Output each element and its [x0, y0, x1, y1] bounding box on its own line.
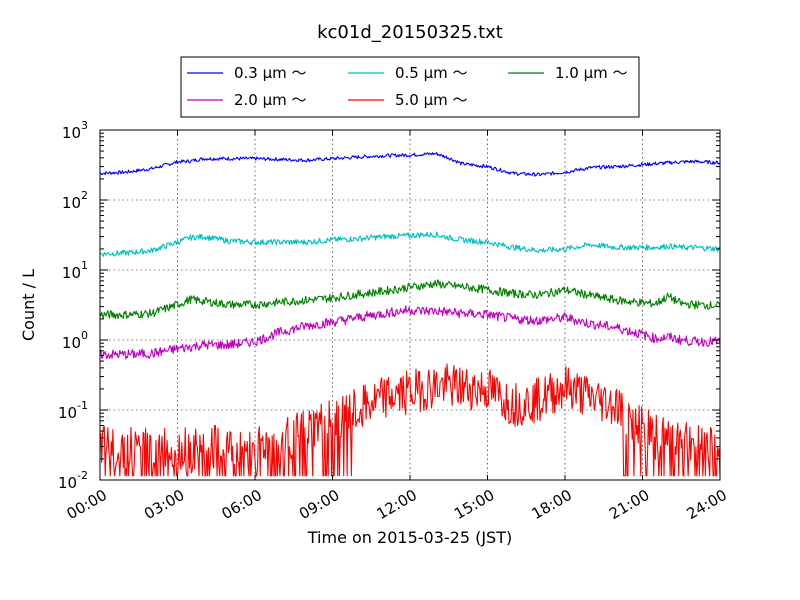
y-tick-label: 101 — [62, 259, 88, 282]
y-axis-label: Count / L — [19, 269, 38, 341]
tick-layer: 00:00 03:00 06:00 09:00 12:00 15:00 18:00 21:00… — [58, 119, 730, 523]
plot-frame — [99, 129, 721, 481]
series-line — [99, 152, 721, 177]
x-tick-label: 18:00 — [529, 486, 575, 523]
legend-box — [180, 56, 640, 118]
legend-label: 0.5 μm ～ — [395, 64, 468, 82]
series-line — [99, 305, 721, 360]
series-layer — [99, 152, 721, 477]
legend: 0.3 μm ～ 0.5 μm ～ 1.0 μm ～ 2.0 μm ～ 5.0 μm ～ — [180, 56, 640, 118]
legend-label: 1.0 μm ～ — [555, 64, 628, 82]
y-tick-label: 10-1 — [58, 399, 88, 422]
series-line — [99, 231, 721, 257]
x-tick-label: 21:00 — [606, 486, 652, 523]
legend-label: 0.3 μm ～ — [234, 64, 307, 82]
x-axis-label: Time on 2015-03-25 (JST) — [307, 528, 512, 547]
chart-title: kc01d_20150325.txt — [317, 22, 503, 43]
x-tick-label: 15:00 — [451, 486, 497, 523]
x-tick-label: 24:00 — [684, 486, 730, 523]
y-tick-label: 102 — [62, 189, 88, 212]
y-tick-label: 10-2 — [58, 469, 88, 492]
legend-label: 2.0 μm ～ — [234, 91, 307, 109]
series-line — [99, 363, 721, 477]
series-line — [99, 279, 721, 320]
y-tick-label: 103 — [62, 119, 88, 142]
x-tick-label: 03:00 — [141, 486, 187, 523]
legend-label: 5.0 μm ～ — [395, 91, 468, 109]
x-tick-label: 06:00 — [219, 486, 265, 523]
y-tick-label: 100 — [62, 329, 88, 352]
x-tick-label: 09:00 — [296, 486, 342, 523]
grid-layer — [100, 130, 720, 480]
x-tick-label: 12:00 — [374, 486, 420, 523]
